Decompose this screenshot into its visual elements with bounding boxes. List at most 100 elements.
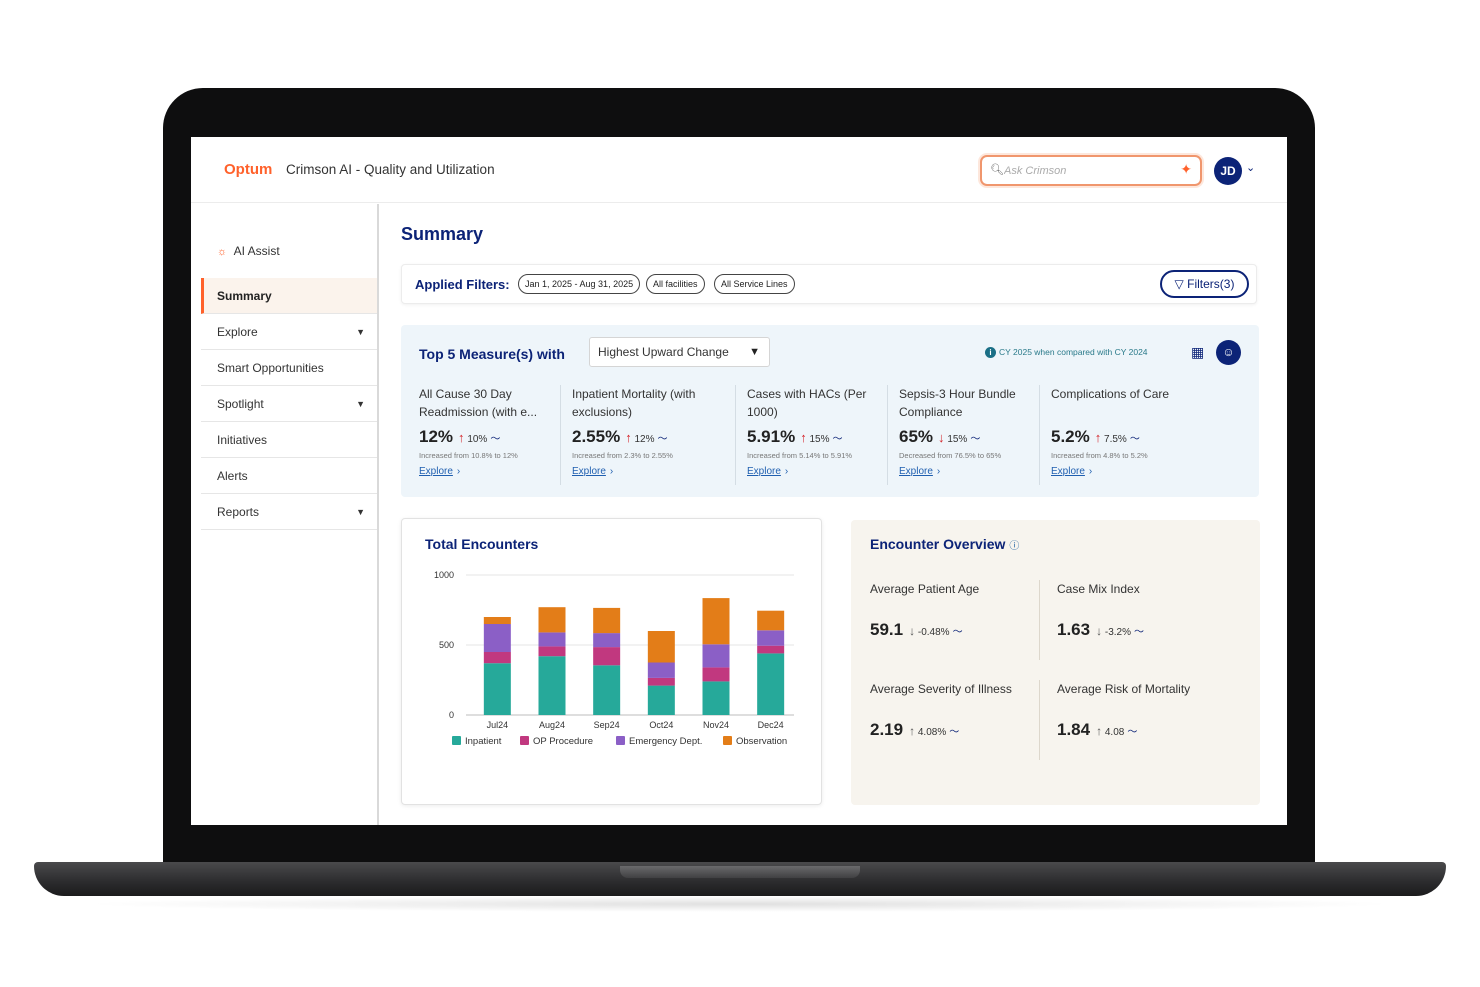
- measure-value: 2.55%: [572, 427, 621, 446]
- caret-down-icon[interactable]: ▼: [356, 507, 365, 517]
- overview-metric-change: ↓ -3.2%: [1096, 624, 1131, 638]
- top-measures-panel: Top 5 Measure(s) with Highest Upward Cha…: [401, 325, 1259, 497]
- sidebar-item-ai-assist[interactable]: ☼ AI Assist: [217, 244, 280, 258]
- bar-segment-observation: [647, 631, 675, 663]
- measure-sort-select[interactable]: Highest Upward Change ▼: [589, 337, 770, 367]
- applied-filters-label: Applied Filters:: [415, 277, 510, 292]
- measure-change-value: 7.5%: [1104, 434, 1127, 445]
- legend-swatch: [452, 736, 461, 745]
- bar-segment-op-procedure: [593, 647, 621, 666]
- person-icon[interactable]: ☺: [1216, 340, 1241, 365]
- caret-down-icon[interactable]: ▼: [356, 399, 365, 409]
- overview-metric-change-value: 4.08: [1104, 727, 1125, 738]
- info-icon[interactable]: ⓘ: [1009, 541, 1020, 552]
- trend-line-icon: 〜: [490, 434, 501, 445]
- sidebar-item-alerts[interactable]: Alerts: [201, 458, 377, 494]
- bar-segment-op-procedure: [483, 652, 511, 664]
- bar-segment-inpatient: [647, 685, 675, 715]
- user-avatar[interactable]: JD: [1214, 157, 1242, 185]
- sidebar-item-initiatives[interactable]: Initiatives: [201, 422, 377, 458]
- ask-crimson-search[interactable]: 🔍︎ ✦: [980, 155, 1202, 186]
- bar-segment-emergency-dept: [647, 662, 675, 678]
- measure-value: 5.2%: [1051, 427, 1090, 446]
- trend-line-icon: 〜: [949, 727, 960, 738]
- legend-swatch: [616, 736, 625, 745]
- laptop-notch: [620, 866, 860, 878]
- filter-chip-date-range[interactable]: Jan 1, 2025 - Aug 31, 2025: [518, 274, 641, 294]
- overview-metric-label: Average Patient Age: [870, 582, 980, 596]
- filter-chip-service-lines[interactable]: All Service Lines: [714, 274, 795, 294]
- overview-metric-change-value: -0.48%: [917, 627, 950, 638]
- overview-metric-value-row: 1.63 ↓ -3.2% 〜: [1057, 620, 1199, 640]
- brand-logo[interactable]: Optum: [224, 161, 273, 178]
- top-measures-title: Top 5 Measure(s) with: [419, 346, 565, 362]
- chevron-right-icon[interactable]: ›: [784, 466, 789, 477]
- bar-segment-emergency-dept: [757, 630, 785, 646]
- comparison-note: i CY 2025 when compared with CY 2024: [985, 347, 1148, 358]
- chevron-down-icon[interactable]: ⌄: [1246, 162, 1256, 174]
- overview-metric-value: 2.19: [870, 720, 904, 739]
- laptop-shadow: [80, 896, 1400, 912]
- trend-line-icon: 〜: [952, 627, 963, 638]
- measure-card: Inpatient Mortality (with exclusions) 2.5…: [560, 385, 710, 485]
- filters-button[interactable]: ▽ Filters(3): [1160, 270, 1249, 298]
- measure-change-value: 12%: [634, 434, 655, 445]
- caret-down-icon[interactable]: ▼: [356, 327, 365, 337]
- sidebar-item-spotlight[interactable]: Spotlight ▼: [201, 386, 377, 422]
- explore-link[interactable]: Explore: [1051, 466, 1085, 477]
- overview-metric: Average Severity of Illness 2.19 ↑ 4.08% 〜: [870, 680, 1030, 760]
- chevron-right-icon[interactable]: ›: [1088, 466, 1093, 477]
- overview-metric-value: 1.84: [1057, 720, 1091, 739]
- arrow-up-icon: ↑: [909, 724, 916, 738]
- arrow-down-icon: ↓: [938, 430, 945, 445]
- measure-change-value: 10%: [467, 434, 488, 445]
- explore-link[interactable]: Explore: [419, 466, 453, 477]
- measure-change: ↑ 7.5%: [1095, 430, 1127, 445]
- applied-filters-bar: Applied Filters: Jan 1, 2025 - Aug 31, 2…: [401, 264, 1257, 304]
- x-tick-label: Jul24: [487, 720, 509, 730]
- chevron-right-icon[interactable]: ›: [936, 466, 941, 477]
- measure-subtext: Increased from 5.14% to 5.91%: [747, 451, 853, 460]
- measure-label: Inpatient Mortality (with exclusions): [572, 387, 696, 419]
- overview-metric-change: ↓ -0.48%: [909, 624, 950, 638]
- sidebar-item-label: Summary: [217, 289, 272, 303]
- measure-change: ↓ 15%: [938, 430, 968, 445]
- measure-label: Complications of Care: [1051, 387, 1170, 401]
- measure-change-value: 15%: [947, 434, 968, 445]
- filter-chip-facilities[interactable]: All facilities: [646, 274, 705, 294]
- building-icon[interactable]: ▦: [1191, 344, 1205, 360]
- encounter-overview-card: Encounter Overview ⓘ Average Patient Age 5…: [851, 520, 1260, 805]
- measure-value: 5.91%: [747, 427, 796, 446]
- sidebar-item-smart-opportunities[interactable]: Smart Opportunities: [201, 350, 377, 386]
- measure-value-row: 2.55% ↑ 12% 〜: [572, 427, 710, 447]
- explore-link[interactable]: Explore: [899, 466, 933, 477]
- measure-card: Sepsis-3 Hour Bundle Compliance 65% ↓ 15% 〜…: [887, 385, 1037, 485]
- sidebar-item-reports[interactable]: Reports ▼: [201, 494, 377, 530]
- arrow-down-icon: ↓: [909, 624, 916, 638]
- overview-metric: Average Patient Age 59.1 ↓ -0.48% 〜: [870, 580, 1030, 660]
- arrow-down-icon: ↓: [1096, 624, 1103, 638]
- y-tick-label: 1000: [434, 570, 454, 580]
- explore-link[interactable]: Explore: [747, 466, 781, 477]
- sidebar-item-label: Explore: [217, 325, 258, 339]
- sidebar-item-summary[interactable]: Summary: [201, 278, 377, 314]
- encounter-overview-title: Encounter Overview: [870, 536, 1006, 552]
- explore-link[interactable]: Explore: [572, 466, 606, 477]
- overview-metric-change-value: -3.2%: [1104, 627, 1131, 638]
- overview-metric-change: ↑ 4.08%: [909, 724, 947, 738]
- measure-subtext: Increased from 10.8% to 12%: [419, 451, 518, 460]
- chevron-right-icon[interactable]: ›: [609, 466, 614, 477]
- measure-value-row: 12% ↑ 10% 〜: [419, 427, 569, 447]
- bar-segment-op-procedure: [702, 667, 730, 682]
- x-tick-label: Nov24: [703, 720, 729, 730]
- search-input[interactable]: [1004, 162, 1174, 180]
- total-encounters-card: Total Encounters 0 500 1000 Jul24 Aug24 Sep24…: [401, 518, 822, 805]
- sidebar-item-explore[interactable]: Explore ▼: [201, 314, 377, 350]
- overview-metric-change-value: 4.08%: [917, 727, 947, 738]
- measure-card: Complications of Care 5.2% ↑ 7.5% 〜 Increase…: [1039, 385, 1189, 485]
- chevron-right-icon[interactable]: ›: [456, 466, 461, 477]
- arrow-up-icon: ↑: [800, 430, 807, 445]
- sparkle-icon[interactable]: ✦: [1180, 161, 1192, 177]
- bar-segment-observation: [757, 610, 785, 631]
- legend-label: Observation: [736, 736, 787, 747]
